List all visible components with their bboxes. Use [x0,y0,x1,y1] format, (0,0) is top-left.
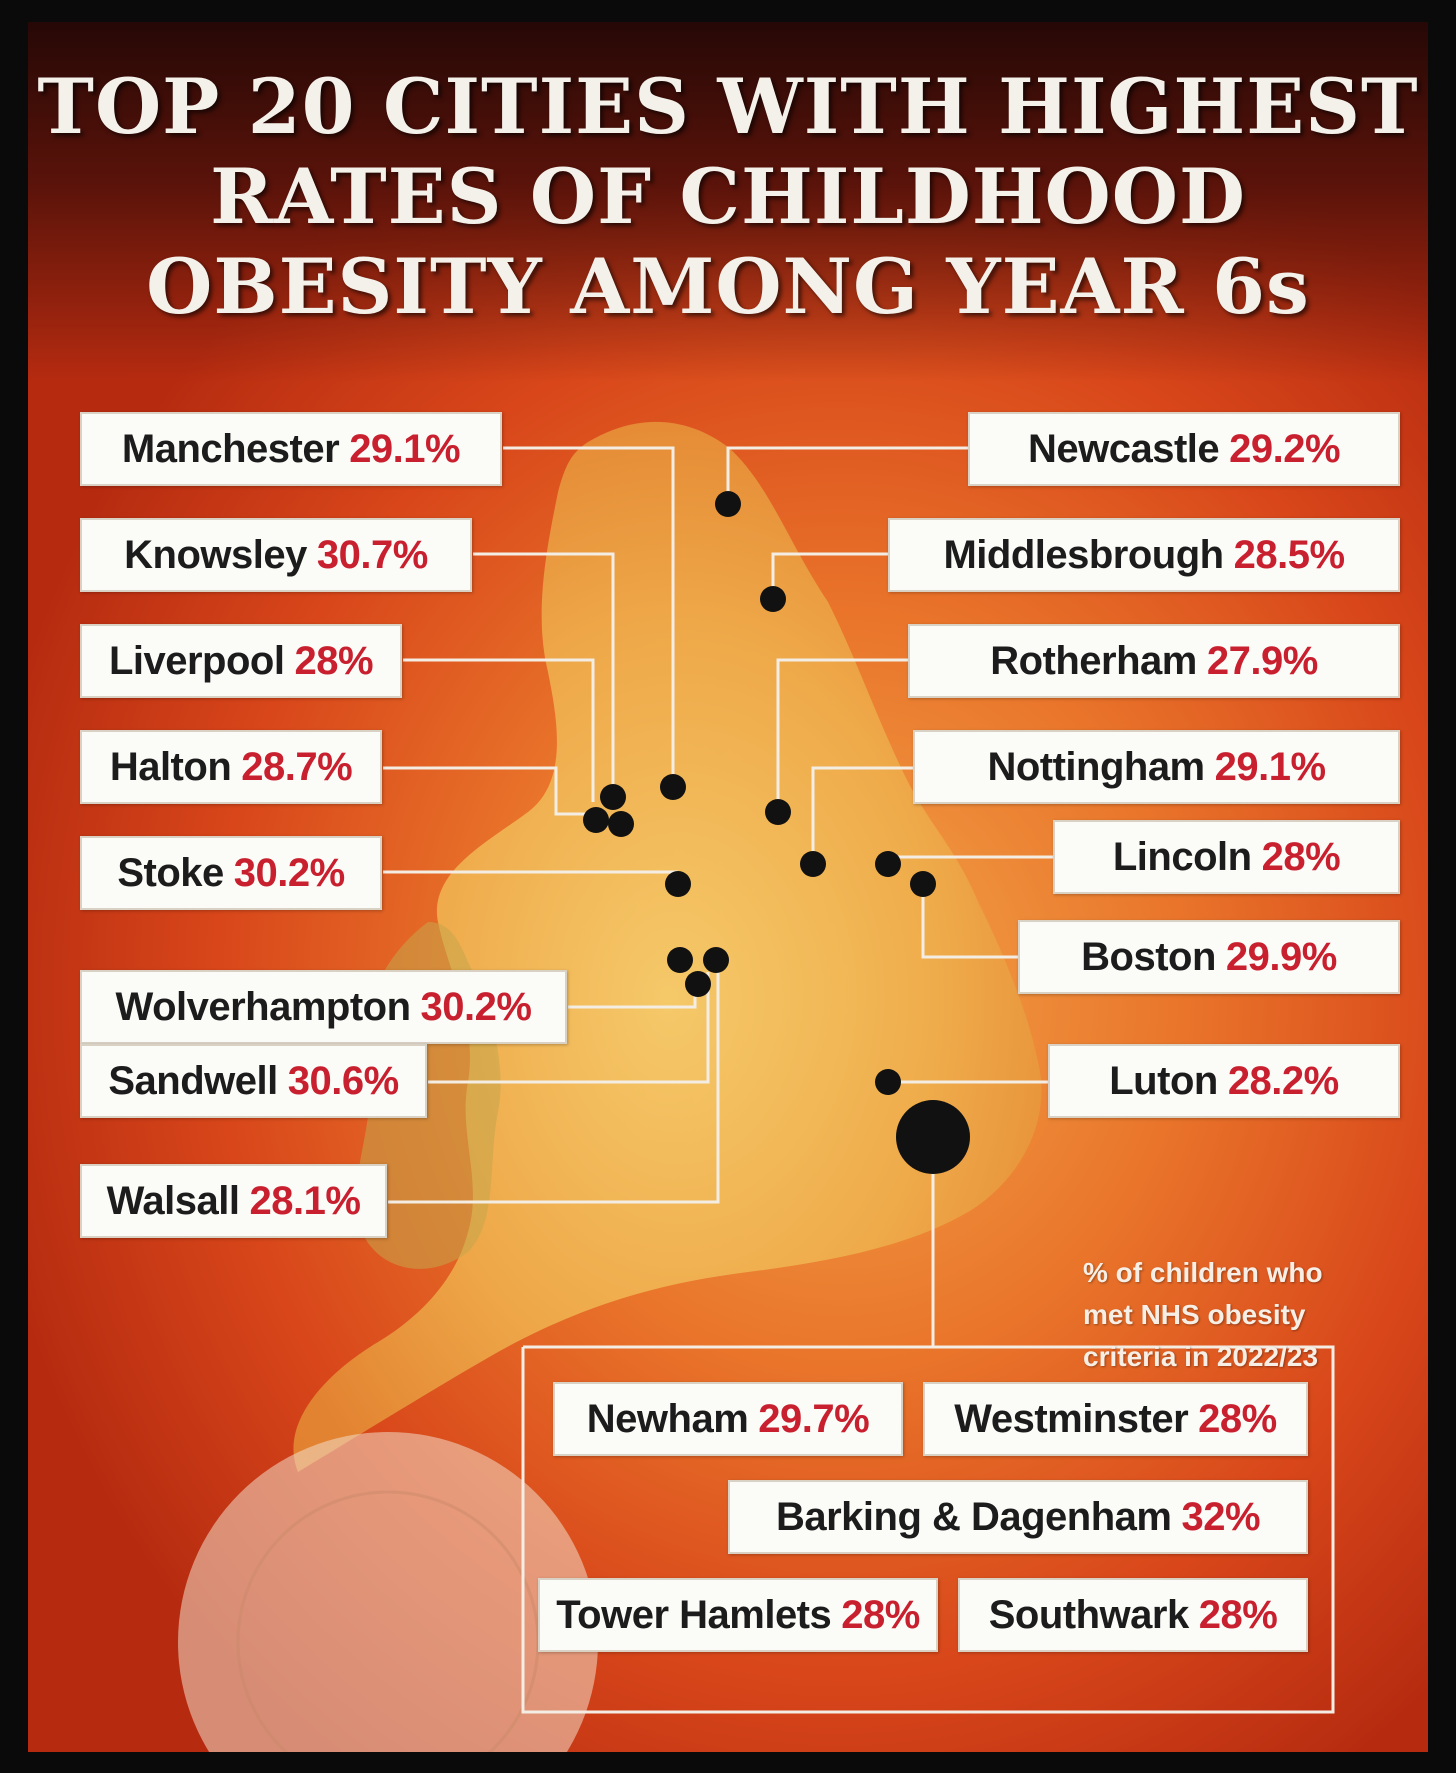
city-label-manchester: Manchester 29.1% [80,412,502,486]
city-label-liverpool: Liverpool 28% [80,624,402,698]
city-name: Halton [109,744,232,789]
city-name: Luton [1109,1058,1218,1103]
map-caption: % of children who met NHS obesity criter… [1083,1252,1403,1378]
title-line-3: OBESITY AMONG YEAR 6s [146,242,1310,331]
dot-liverpool [583,807,609,833]
dot-walsall [703,947,729,973]
city-rate: 28% [294,638,374,683]
city-label-walsall: Walsall 28.1% [80,1164,387,1238]
city-label-sandwell: Sandwell 30.6% [80,1044,427,1118]
city-rate: 29.1% [1214,744,1326,789]
leader-lines [383,446,1335,1714]
city-rate: 28% [1261,834,1341,879]
city-label-boston: Boston 29.9% [1018,920,1400,994]
city-rate: 27.9% [1206,638,1318,683]
city-name: Lincoln [1112,834,1252,879]
city-label-lincoln: Lincoln 28% [1053,820,1400,894]
city-label-rotherham: Rotherham 27.9% [908,624,1400,698]
city-label-stoke: Stoke 30.2% [80,836,382,910]
city-rate: 28% [1198,1592,1278,1637]
city-name: Liverpool [108,638,285,683]
city-name: Tower Hamlets [556,1592,832,1637]
city-rate: 28.2% [1227,1058,1339,1103]
city-name: Rotherham [990,638,1197,683]
city-label-tower-hamlets: Tower Hamlets 28% [538,1578,938,1652]
title-band [28,22,1428,382]
city-rate: 32% [1181,1494,1261,1539]
city-rate: 28% [841,1592,920,1637]
city-rate: 30.6% [287,1058,399,1103]
dot-rotherham [765,799,791,825]
city-name: Nottingham [987,744,1205,789]
city-label-knowsley: Knowsley 30.7% [80,518,472,592]
caption-line-1: % of children who [1083,1257,1323,1288]
city-name: Wolverhampton [115,984,412,1029]
city-name: Boston [1081,934,1216,979]
dot-london [896,1100,970,1174]
city-label-nottingham: Nottingham 29.1% [913,730,1400,804]
dot-manchester [660,774,686,800]
dot-halton [608,811,634,837]
city-rate: 29.7% [758,1396,870,1441]
city-rate: 29.9% [1225,934,1337,979]
city-rate: 30.7% [316,532,428,577]
city-name: Barking & Dagenham [775,1494,1172,1539]
infographic: TOP 20 CITIES WITH HIGHEST RATES OF CHIL… [28,22,1428,1752]
dot-wolverhampton [667,947,693,973]
city-label-middlesbrough: Middlesbrough 28.5% [888,518,1400,592]
city-rate: 30.2% [233,850,345,895]
city-dots [583,491,970,1174]
scale-dial [178,1432,598,1752]
caption-line-2: met NHS obesity [1083,1299,1306,1330]
dot-boston [910,871,936,897]
city-label-luton: Luton 28.2% [1048,1044,1400,1118]
dot-stoke [665,871,691,897]
city-label-southwark: Southwark 28% [958,1578,1308,1652]
city-rate: 28.1% [249,1178,361,1223]
dot-nottingham [800,851,826,877]
city-label-halton: Halton 28.7% [80,730,382,804]
city-label-barking-dagenham: Barking & Dagenham 32% [728,1480,1308,1554]
city-label-wolverhampton: Wolverhampton 30.2% [80,970,567,1044]
city-name: Middlesbrough [943,532,1224,577]
title-line-2: RATES OF CHILDHOOD [210,152,1246,241]
dot-newcastle [715,491,741,517]
page-title: TOP 20 CITIES WITH HIGHEST RATES OF CHIL… [28,62,1428,332]
city-rate: 30.2% [420,984,532,1029]
caption-line-3: criteria in 2022/23 [1083,1341,1319,1372]
city-name: Knowsley [124,532,307,577]
city-rate: 29.1% [349,426,461,471]
city-label-newcastle: Newcastle 29.2% [968,412,1400,486]
city-label-westminster: Westminster 28% [923,1382,1308,1456]
dot-sandwell [685,971,711,997]
city-name: Manchester [121,426,340,471]
city-rate: 29.2% [1229,426,1341,471]
city-name: Newham [586,1396,749,1441]
city-name: Newcastle [1027,426,1220,471]
dot-middlesbrough [760,586,786,612]
city-name: Sandwell [108,1058,278,1103]
title-line-1: TOP 20 CITIES WITH HIGHEST [37,62,1419,151]
city-rate: 28.7% [241,744,353,789]
city-label-newham: Newham 29.7% [553,1382,903,1456]
city-name: Stoke [117,850,224,895]
city-rate: 28% [1198,1396,1277,1441]
dot-luton [875,1069,901,1095]
dot-lincoln [875,851,901,877]
city-name: Walsall [106,1178,240,1223]
dot-knowsley [600,784,626,810]
city-name: Southwark [988,1592,1189,1637]
city-name: Westminster [954,1396,1189,1441]
city-rate: 28.5% [1233,532,1345,577]
